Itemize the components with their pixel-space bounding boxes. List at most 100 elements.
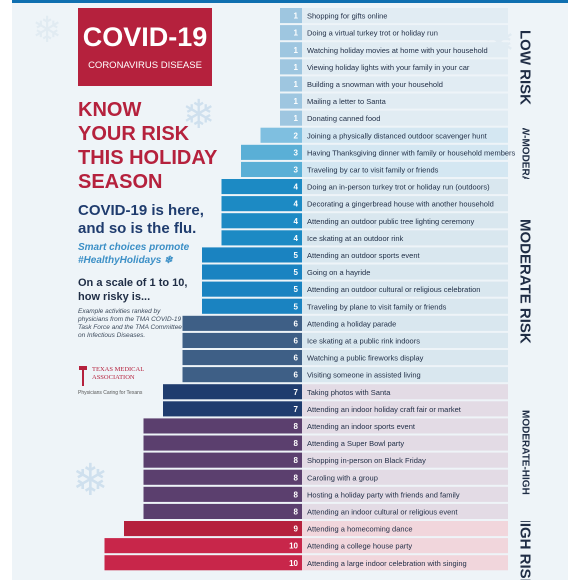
row-label-background	[302, 179, 508, 195]
risk-row: 6 Visiting someone in assisted living	[182, 367, 508, 383]
activity-label: Donating canned food	[307, 114, 380, 123]
risk-row: 8 Hosting a holiday party with friends an…	[143, 486, 508, 502]
heading-line: THIS HOLIDAY	[78, 147, 218, 169]
tagline-line: #HealthyHolidays	[78, 255, 162, 266]
risk-row: 1 Watching holiday movies at home with yo…	[280, 42, 508, 58]
risk-bar	[280, 25, 302, 41]
top-accent-bar	[12, 0, 568, 3]
risk-row: 6 Attending a holiday parade	[182, 315, 508, 331]
snowflake-icon: ❄	[182, 92, 216, 138]
risk-zone-label: LOW RISK	[510, 8, 540, 128]
row-label-background	[302, 384, 508, 400]
activity-label: Attending an indoor cultural or religiou…	[307, 507, 458, 516]
row-label-background	[302, 127, 508, 143]
risk-score: 3	[294, 165, 299, 174]
risk-bar	[202, 298, 302, 314]
risk-bar	[104, 555, 302, 571]
risk-bar	[280, 110, 302, 126]
risk-zone-label: MODERATE-HIGH	[510, 384, 540, 521]
risk-bar	[280, 8, 302, 24]
heading-line: YOUR RISK	[78, 123, 190, 145]
activity-label: Ice skating at a public rink indoors	[307, 336, 420, 345]
risk-row: 3 Having Thanksgiving dinner with family …	[241, 144, 516, 160]
activity-label: Attending an outdoor sports event	[307, 251, 420, 260]
row-label-background	[302, 196, 508, 212]
scale-line: how risky is...	[78, 291, 151, 303]
healthy-holidays-tagline: Smart choices promote #HealthyHolidays ❄	[78, 241, 208, 267]
tma-logo: TEXAS MEDICAL ASSOCIATION Physicians Car…	[78, 362, 178, 400]
risk-row: 4 Attending an outdoor public tree lighti…	[221, 213, 508, 229]
risk-bar	[202, 264, 302, 280]
risk-row: 6 Ice skating at a public rink indoors	[182, 332, 508, 348]
risk-row: 8 Attending an indoor cultural or religio…	[143, 503, 508, 519]
activity-label: Visiting someone in assisted living	[307, 371, 421, 380]
risk-row: 1 Shopping for gifts online	[280, 8, 508, 24]
tma-name-line: ASSOCIATION	[92, 374, 135, 381]
row-label-background	[302, 486, 508, 502]
row-label-background	[302, 25, 508, 41]
activity-label: Attending an outdoor public tree lightin…	[307, 217, 474, 226]
risk-bar	[182, 332, 302, 348]
covid-title-box: COVID-19 CORONAVIRUS DISEASE	[78, 8, 212, 86]
statement-line: and so is the flu.	[78, 220, 197, 237]
row-label-background	[302, 213, 508, 229]
snowflake-icon: ❄	[32, 10, 63, 51]
activity-label: Watching holiday movies at home with you…	[307, 46, 488, 55]
risk-bar	[163, 384, 302, 400]
risk-score: 4	[294, 200, 299, 209]
risk-row: 8 Attending an indoor sports event	[143, 418, 508, 434]
activity-label: Decorating a gingerbread house with anot…	[307, 200, 494, 209]
risk-bar	[143, 486, 302, 502]
risk-zone-text: MODERATE-HIGH	[519, 410, 531, 495]
risk-bar	[143, 469, 302, 485]
risk-score: 7	[294, 388, 299, 397]
snowflake-icon: ❄	[72, 455, 109, 506]
heading-line: KNOW	[78, 99, 142, 121]
covid-subtitle: CORONAVIRUS DISEASE	[88, 60, 202, 71]
activity-label: Doing an in-person turkey trot or holida…	[307, 183, 490, 192]
risk-row: 1 Donating canned food	[280, 110, 508, 126]
risk-score: 4	[294, 183, 299, 192]
risk-bar	[182, 315, 302, 331]
risk-score: 1	[294, 97, 299, 106]
covid-title: COVID-19	[82, 22, 208, 52]
risk-row: 1 Building a snowman with your household	[280, 76, 508, 92]
activity-label: Attending an outdoor cultural or religio…	[307, 285, 480, 294]
risk-row: 9 Attending a homecoming dance	[124, 521, 508, 537]
activity-label: Doing a virtual turkey trot or holiday r…	[307, 29, 438, 38]
activity-label: Joining a physically distanced outdoor s…	[307, 131, 488, 140]
row-label-background	[302, 8, 508, 24]
risk-row: 7 Taking photos with Santa	[163, 384, 508, 400]
tagline-line: Smart choices promote	[78, 242, 190, 253]
risk-score: 8	[294, 456, 299, 465]
risk-score: 1	[294, 114, 299, 123]
row-label-background	[302, 315, 508, 331]
activity-label: Attending an indoor holiday craft fair o…	[307, 405, 462, 414]
risk-zone-text: LOW-MODERATE	[519, 127, 531, 179]
row-label-background	[302, 230, 508, 246]
activity-label: Attending a college house party	[307, 542, 412, 551]
poster: ❄ ❄ ❄ ❄ COVID-19 CORONAVIRUS DISEASE KNO…	[12, 0, 568, 580]
risk-score: 4	[294, 234, 299, 243]
risk-score: 1	[294, 12, 299, 21]
risk-bar	[280, 93, 302, 109]
risk-score: 5	[294, 268, 299, 277]
row-label-background	[302, 93, 508, 109]
risk-bar	[182, 350, 302, 366]
statement-line: COVID-19 is here,	[78, 202, 204, 219]
row-label-background	[302, 469, 508, 485]
risk-score: 10	[289, 542, 298, 551]
know-your-risk-heading: KNOW YOUR RISK THIS HOLIDAY SEASON	[78, 98, 228, 194]
activity-label: Taking photos with Santa	[307, 388, 391, 397]
scale-line: On a scale of 1 to 10,	[78, 277, 188, 289]
risk-row: 1 Mailing a letter to Santa	[280, 93, 508, 109]
row-label-background	[302, 452, 508, 468]
risk-score: 9	[294, 525, 299, 534]
risk-row: 1 Doing a virtual turkey trot or holiday …	[280, 25, 508, 41]
risk-row: 1 Viewing holiday lights with your family…	[280, 59, 508, 75]
row-label-background	[302, 76, 508, 92]
risk-zone-label: MODERATE RISK	[510, 179, 540, 384]
risk-bar	[202, 247, 302, 263]
risk-zone-text: MODERATE RISK	[516, 219, 534, 344]
tma-name-line: TEXAS MEDICAL	[92, 366, 145, 373]
